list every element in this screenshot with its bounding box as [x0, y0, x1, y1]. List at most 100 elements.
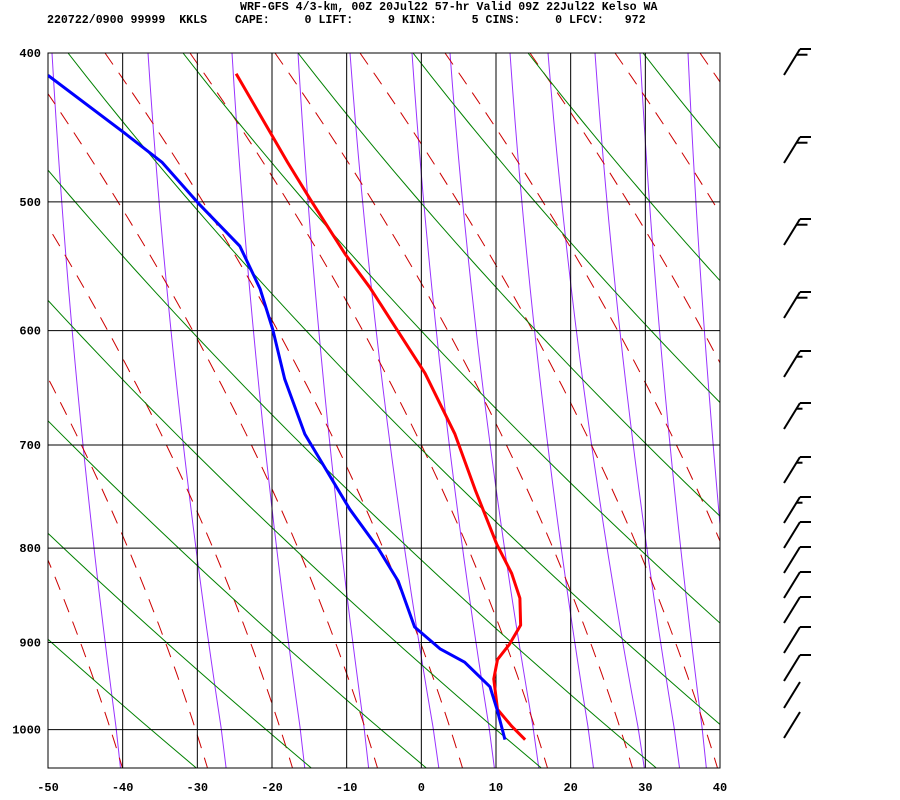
dry-adiabat-line	[48, 169, 657, 768]
wind-barb	[783, 350, 811, 378]
barb-staff	[783, 626, 801, 654]
moist-adiabat-line	[189, 53, 548, 768]
dry-adiabat-line	[48, 532, 312, 768]
y-tick-label: 900	[19, 636, 41, 650]
moist-adiabat-line	[104, 53, 463, 768]
mixing-ratio-line	[687, 53, 720, 530]
barb-staff	[783, 350, 801, 378]
background-lines	[0, 53, 720, 768]
moist-adiabat-line	[614, 53, 720, 215]
mixing-ratio-line	[51, 53, 121, 768]
moist-adiabat-line	[48, 225, 293, 768]
dry-adiabat-line	[48, 299, 542, 768]
y-tick-label: 400	[19, 47, 41, 61]
mixing-ratio-line	[349, 53, 440, 768]
dry-adiabat-line	[182, 53, 720, 624]
barb-staff	[783, 136, 801, 164]
lfcv-value: 972	[624, 14, 646, 27]
barb-staff	[783, 496, 801, 524]
wind-barb	[783, 571, 811, 599]
wind-barb	[783, 521, 811, 549]
wind-barb	[783, 596, 811, 624]
valid-datetime: 220722/0900	[47, 14, 124, 27]
moist-adiabat-line	[48, 92, 378, 768]
moist-adiabat-line	[48, 558, 123, 768]
barb-staff	[783, 571, 801, 599]
wind-barb	[783, 136, 811, 164]
dry-adiabat-line	[642, 53, 720, 150]
temperature-line	[234, 72, 527, 741]
barb-staff	[783, 681, 801, 709]
barb-staff	[783, 291, 801, 319]
wind-barb	[783, 48, 811, 76]
mixing-ratio-line	[639, 53, 707, 768]
cape-label: CAPE:	[234, 14, 270, 27]
wind-barb	[783, 546, 811, 574]
x-tick-label: 40	[713, 781, 727, 795]
barb-staff	[783, 48, 801, 76]
mixing-ratio-line	[297, 53, 370, 768]
dry-adiabat-line	[67, 53, 720, 726]
barb-staff	[783, 218, 801, 246]
sounding-summary: 220722/0900 99999 KKLS CAPE: 0 LIFT: 9 K…	[47, 14, 646, 27]
moist-adiabat-line	[444, 53, 720, 543]
y-tick-label: 700	[19, 439, 41, 453]
lfcv-label: LFCV:	[569, 14, 604, 27]
dry-adiabat-line	[527, 53, 720, 282]
barb-staff	[783, 546, 801, 574]
wind-barb	[783, 681, 801, 709]
barb-staff	[783, 521, 801, 549]
moist-adiabat-line	[699, 53, 720, 83]
kinx-label: KINX:	[401, 14, 437, 27]
cins-label: CINS:	[485, 14, 521, 27]
x-tick-label: 30	[638, 781, 652, 795]
barb-staff	[783, 711, 801, 739]
wind-barb	[783, 711, 801, 739]
x-tick-label: -30	[187, 781, 209, 795]
station-id: KKLS	[179, 14, 208, 27]
y-tick-label: 1000	[12, 724, 41, 738]
wind-barbs	[783, 48, 811, 739]
moist-adiabat-line	[0, 53, 38, 768]
y-tick-label: 500	[19, 196, 41, 210]
moist-adiabat-line	[48, 377, 208, 768]
cape-value: 0	[304, 14, 312, 27]
chart-title: WRF-GFS 4/3-km, 00Z 20Jul22 57-hr Valid …	[240, 1, 658, 14]
lift-label: LIFT:	[318, 14, 354, 27]
dry-adiabat-line	[48, 420, 427, 768]
dry-adiabat-line	[48, 638, 197, 768]
dry-adiabat-line	[412, 53, 720, 404]
mixing-ratio-line	[411, 53, 495, 768]
dry-adiabat-line	[297, 53, 720, 517]
moist-adiabat-line	[274, 53, 633, 768]
mixing-ratio-line	[509, 53, 594, 768]
wind-barb	[783, 654, 811, 682]
wind-barb	[783, 218, 811, 246]
y-tick-label: 600	[19, 325, 41, 339]
moist-adiabat-line	[359, 53, 718, 768]
wind-barb	[783, 291, 811, 319]
wind-barb	[783, 626, 811, 654]
wind-barb	[783, 496, 811, 524]
x-tick-label: -20	[261, 781, 283, 795]
y-tick-label: 800	[19, 542, 41, 556]
wind-barb	[783, 456, 811, 484]
plot-frame	[47, 52, 721, 769]
grid	[47, 52, 721, 769]
station-code: 99999	[130, 14, 166, 27]
barb-staff	[783, 402, 801, 430]
x-tick-label: -40	[112, 781, 134, 795]
x-tick-label: 0	[418, 781, 425, 795]
wind-barb	[783, 402, 811, 430]
profiles	[48, 72, 527, 741]
barb-staff	[783, 456, 801, 484]
mixing-ratio-line	[547, 53, 645, 768]
x-tick-label: -50	[37, 781, 59, 795]
cins-value: 0	[555, 14, 563, 27]
moist-adiabat-line	[529, 53, 720, 364]
x-tick-label: -10	[336, 781, 358, 795]
barb-staff	[783, 654, 801, 682]
x-tick-label: 20	[563, 781, 577, 795]
dewpoint-line	[48, 74, 507, 741]
